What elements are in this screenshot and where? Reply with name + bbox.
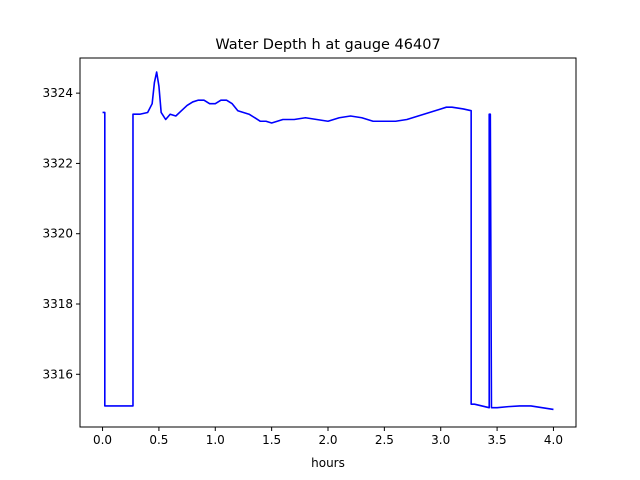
- x-tick-label: 2.5: [375, 433, 394, 447]
- y-tick-label: 3322: [42, 156, 73, 170]
- x-axis-label: hours: [311, 456, 345, 470]
- x-tick-label: 3.0: [431, 433, 450, 447]
- y-tick-label: 3320: [42, 227, 73, 241]
- y-tick-label: 3316: [42, 367, 73, 381]
- series-line: [102, 71, 554, 411]
- x-tick-label: 3.5: [488, 433, 507, 447]
- x-tick-label: 1.0: [206, 433, 225, 447]
- plot-background: [80, 58, 576, 427]
- chart-title: Water Depth h at gauge 46407: [215, 37, 440, 53]
- x-tick-label: 0.0: [93, 433, 112, 447]
- y-tick-label: 3324: [42, 86, 73, 100]
- x-tick-label: 2.0: [318, 433, 337, 447]
- series-layer: [102, 71, 554, 411]
- y-axis: 3316 3318 3320 3322 3324: [42, 86, 80, 381]
- x-tick-label: 1.5: [262, 433, 281, 447]
- x-tick-label: 4.0: [544, 433, 563, 447]
- x-axis: 0.0 0.5 1.0 1.5 2.0 2.5 3.0 3.5 4.0: [93, 427, 563, 447]
- plot-area: [79, 57, 577, 428]
- y-tick-label: 3318: [42, 297, 73, 311]
- x-tick-label: 0.5: [149, 433, 168, 447]
